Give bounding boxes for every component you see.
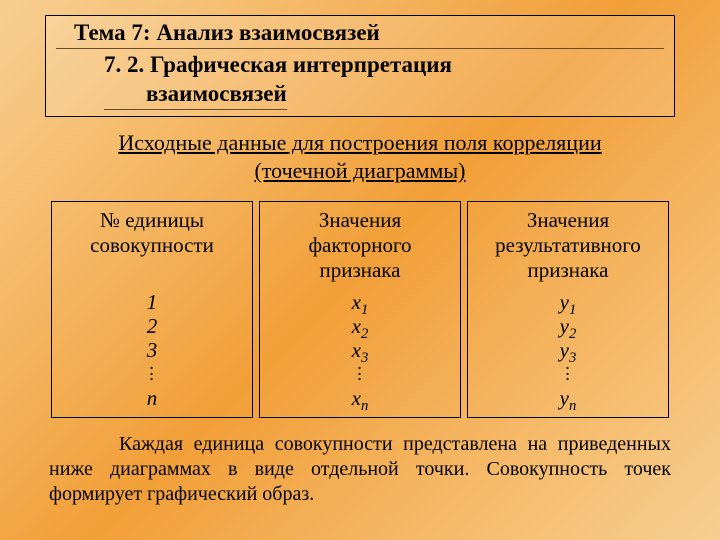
header-text: Значения <box>527 208 609 232</box>
vdots-icon: ... <box>472 361 664 385</box>
cell-value: xn <box>264 385 456 409</box>
col-body-2: y1 y2 y3 ... yn <box>472 289 664 409</box>
header-text: результативного <box>495 233 641 257</box>
col-header-0: № единицы совокупности <box>56 208 248 284</box>
cell-value: y2 <box>472 313 664 337</box>
header-text: Значения <box>319 208 401 232</box>
var: x <box>352 290 361 314</box>
subtitle-line-1: Исходные данные для построения поля корр… <box>118 130 601 155</box>
subtitle: Исходные данные для построения поля корр… <box>45 129 675 186</box>
col-header-1: Значения факторного признака <box>264 208 456 284</box>
header-text: факторного <box>308 233 411 257</box>
col-body-1: x1 x2 x3 ... xn <box>264 289 456 409</box>
header-text: признака <box>527 258 608 282</box>
vdots-icon: ... <box>56 361 248 385</box>
title-line-2b: взаимосвязей <box>104 80 287 110</box>
data-table: № единицы совокупности 1 2 3 ... n Значе… <box>45 201 675 419</box>
cell-value: x1 <box>264 289 456 313</box>
table-cell-0: № единицы совокупности 1 2 3 ... n <box>51 201 253 419</box>
header-text: № единицы <box>100 208 204 232</box>
col-header-2: Значения результативного признака <box>472 208 664 284</box>
header-text: признака <box>319 258 400 282</box>
var: y <box>560 290 569 314</box>
sub: n <box>361 398 368 414</box>
title-block: Тема 7: Анализ взаимосвязей 7. 2. Графич… <box>45 15 675 117</box>
cell-value: n <box>56 385 248 409</box>
var: y <box>560 386 569 410</box>
subtitle-line-2: (точечной диаграммы) <box>255 158 466 183</box>
col-body-0: 1 2 3 ... n <box>56 289 248 409</box>
cell-value: y1 <box>472 289 664 313</box>
var: x <box>352 386 361 410</box>
title-line-1: Тема 7: Анализ взаимосвязей <box>56 20 664 49</box>
table-row: № единицы совокупности 1 2 3 ... n Значе… <box>51 201 669 419</box>
body-paragraph: Каждая единица совокупности представлена… <box>45 432 675 507</box>
cell-value: yn <box>472 385 664 409</box>
title-line-2a: 7. 2. Графическая интерпретация <box>104 52 452 77</box>
var: y <box>560 314 569 338</box>
slide-container: Тема 7: Анализ взаимосвязей 7. 2. Графич… <box>0 0 720 540</box>
cell-value: 2 <box>56 313 248 337</box>
cell-value: 1 <box>56 289 248 313</box>
table-cell-1: Значения факторного признака x1 x2 x3 ..… <box>259 201 461 419</box>
cell-value: x2 <box>264 313 456 337</box>
title-line-2: 7. 2. Графическая интерпретация взаимосв… <box>56 51 664 110</box>
vdots-icon: ... <box>264 361 456 385</box>
header-text: совокупности <box>90 233 214 257</box>
sub: n <box>569 398 576 414</box>
var: x <box>352 314 361 338</box>
table-cell-2: Значения результативного признака y1 y2 … <box>467 201 669 419</box>
